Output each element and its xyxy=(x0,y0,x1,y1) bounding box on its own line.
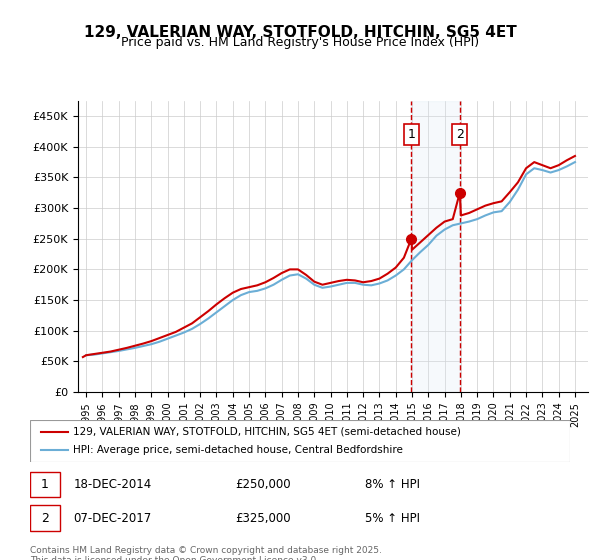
Text: 2: 2 xyxy=(456,128,464,141)
FancyBboxPatch shape xyxy=(30,472,60,497)
Text: HPI: Average price, semi-detached house, Central Bedfordshire: HPI: Average price, semi-detached house,… xyxy=(73,445,403,455)
Text: 07-DEC-2017: 07-DEC-2017 xyxy=(73,512,151,525)
Text: £325,000: £325,000 xyxy=(235,512,291,525)
Text: 129, VALERIAN WAY, STOTFOLD, HITCHIN, SG5 4ET (semi-detached house): 129, VALERIAN WAY, STOTFOLD, HITCHIN, SG… xyxy=(73,427,461,437)
Text: Price paid vs. HM Land Registry's House Price Index (HPI): Price paid vs. HM Land Registry's House … xyxy=(121,36,479,49)
Text: Contains HM Land Registry data © Crown copyright and database right 2025.
This d: Contains HM Land Registry data © Crown c… xyxy=(30,546,382,560)
Text: 18-DEC-2014: 18-DEC-2014 xyxy=(73,478,151,491)
Text: £250,000: £250,000 xyxy=(235,478,291,491)
Text: 1: 1 xyxy=(407,128,415,141)
Text: 1: 1 xyxy=(41,478,49,491)
FancyBboxPatch shape xyxy=(30,420,570,462)
FancyBboxPatch shape xyxy=(30,505,60,531)
Text: 8% ↑ HPI: 8% ↑ HPI xyxy=(365,478,420,491)
Text: 5% ↑ HPI: 5% ↑ HPI xyxy=(365,512,420,525)
Text: 129, VALERIAN WAY, STOTFOLD, HITCHIN, SG5 4ET: 129, VALERIAN WAY, STOTFOLD, HITCHIN, SG… xyxy=(83,25,517,40)
Text: 2: 2 xyxy=(41,512,49,525)
Bar xyxy=(412,101,460,392)
